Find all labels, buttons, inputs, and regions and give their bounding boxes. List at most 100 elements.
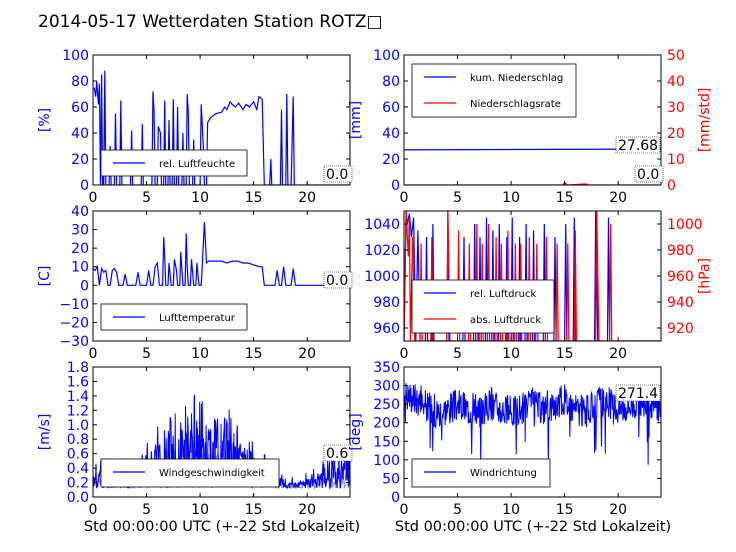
y-tick-label: 40 (71, 126, 89, 142)
y-tick-label: 250 (373, 397, 400, 413)
x-tick-label: 15 (245, 190, 263, 206)
x-tick-label: 10 (191, 190, 209, 206)
x-tick-label: 10 (191, 502, 209, 518)
current-value-box (323, 165, 353, 183)
x-tick-label: 15 (556, 502, 574, 518)
y-tick-label: 100 (373, 48, 400, 64)
y-tick-label: 0 (80, 278, 89, 294)
y-tick-label: 0 (80, 178, 89, 194)
y-tick-label: 40 (382, 126, 400, 142)
x-axis-label-left: Std 00:00:00 UTC (+-22 Std Lokalzeit) (84, 519, 360, 535)
y-tick-label: 980 (373, 295, 400, 311)
current-value-box (615, 384, 661, 402)
current-value-box (323, 271, 353, 289)
plot-area-temperature (93, 222, 350, 286)
current-value-label: 0.0 (637, 167, 659, 183)
y-tick-label: 20 (71, 241, 89, 257)
legend-box (100, 458, 280, 488)
figure-title: 2014-05-17 Wetterdaten Station ROTZ□ (38, 12, 383, 32)
y-tick-label: 60 (71, 100, 89, 116)
y-tick-label: 60 (382, 100, 400, 116)
y-tick-label: 1.4 (67, 389, 89, 405)
y-tick-label: 1040 (364, 217, 400, 233)
axes-frame (403, 366, 662, 498)
y-tick-label: 40 (71, 204, 89, 220)
x-tick-label: 20 (609, 502, 627, 518)
x-tick-label: 5 (453, 190, 462, 206)
panel-pressure: 0 5 10 15 20 960 980 1000 1020 1040 920 940 960 980 10… (364, 210, 713, 362)
x-tick-label: 10 (191, 346, 209, 362)
current-value-label: 27.68 (618, 138, 658, 154)
y-tick-label: −20 (59, 315, 89, 331)
y-tick-label: 20 (382, 152, 400, 168)
current-value-box (634, 165, 664, 183)
x-tick-label: 20 (298, 346, 316, 362)
y-tick-label: 1.6 (67, 374, 89, 390)
y-tick-label: 200 (373, 416, 400, 432)
y2-tick-label: 920 (667, 321, 694, 337)
legend-winddirection: Windrichtung (411, 458, 551, 488)
legend-label: Niederschlagsrate (470, 99, 561, 110)
y-tick-label: 80 (382, 74, 400, 90)
y2-tick-label: 1000 (667, 217, 703, 233)
y-tick-label: 1.8 (67, 360, 89, 376)
x-tick-label: 5 (142, 190, 151, 206)
x-tick-label: 20 (298, 190, 316, 206)
y-tick-label: 300 (373, 379, 400, 395)
x-tick-label: 5 (453, 346, 462, 362)
current-value-label: 0.6 (326, 446, 348, 462)
panel-humidity: 0 5 10 15 20 0 20 40 60 80 100 [%] rel. Luftfeuchte 0… (37, 48, 353, 206)
x-tick-label: 0 (89, 190, 98, 206)
legend-label: Lufttemperatur (159, 313, 236, 324)
y2-tick-label: 940 (667, 295, 694, 311)
legend-box (411, 63, 577, 118)
y-tick-label: 150 (373, 434, 400, 450)
legend-label: rel. Luftfeuchte (159, 159, 235, 170)
x-tick-label: 5 (453, 502, 462, 518)
y-tick-label: 1020 (364, 243, 400, 259)
current-value-label: 0.0 (326, 273, 348, 289)
x-tick-label: 0 (89, 346, 98, 362)
y-axis-label: [mm] (348, 101, 364, 139)
y-tick-label: 1.2 (67, 403, 89, 419)
y-tick-label: −30 (59, 334, 89, 350)
y-axis-label: [deg] (348, 413, 364, 450)
current-value-label: 271.4 (618, 386, 658, 402)
y-tick-label: 80 (71, 74, 89, 90)
y-tick-label: 0.0 (67, 490, 89, 506)
y2-tick-label: 0 (667, 178, 676, 194)
x-tick-label: 0 (89, 502, 98, 518)
y-tick-label: 350 (373, 360, 400, 376)
x-axis-label-right: Std 00:00:00 UTC (+-22 Std Lokalzeit) (395, 519, 671, 535)
panel-winddirection: 0 5 10 15 20050100150200250300350[deg]Windri… (348, 360, 662, 518)
y-tick-label: 10 (71, 260, 89, 276)
panel-precipitation: 0 5 10 15 20 0 20 40 60 80 100 0 10 20 30 40 50 [mm/std] [… (348, 48, 713, 206)
x-tick-label: 20 (609, 346, 627, 362)
y-tick-label: 0.2 (67, 476, 89, 492)
legend-label: Windrichtung (470, 468, 537, 479)
x-tick-label: 0 (400, 190, 409, 206)
legend-temperature: Lufttemperatur (100, 303, 248, 331)
y2-tick-label: 40 (667, 74, 685, 90)
x-tick-label: 10 (502, 346, 520, 362)
current-value-box (323, 444, 353, 462)
legend-box (411, 458, 551, 488)
x-tick-label: 0 (400, 346, 409, 362)
legend-label: kum. Niederschlag (470, 73, 563, 84)
y2-tick-label: 50 (667, 48, 685, 64)
y2-tick-label: 980 (667, 243, 694, 259)
y-tick-label: 0.6 (67, 447, 89, 463)
y2-tick-label: 20 (667, 126, 685, 142)
y-tick-label: 50 (382, 471, 400, 487)
plot-area-humidity (93, 70, 350, 185)
series-line-winddirection (404, 383, 661, 469)
y2-axis-label: [hPa] (697, 258, 713, 294)
y2-tick-label: 30 (667, 100, 685, 116)
legend-box (411, 279, 555, 334)
y-tick-label: 0.8 (67, 432, 89, 448)
x-tick-label: 15 (245, 346, 263, 362)
current-value-label: 0.0 (326, 167, 348, 183)
y2-tick-label: 960 (667, 269, 694, 285)
axes-frame (403, 54, 662, 186)
